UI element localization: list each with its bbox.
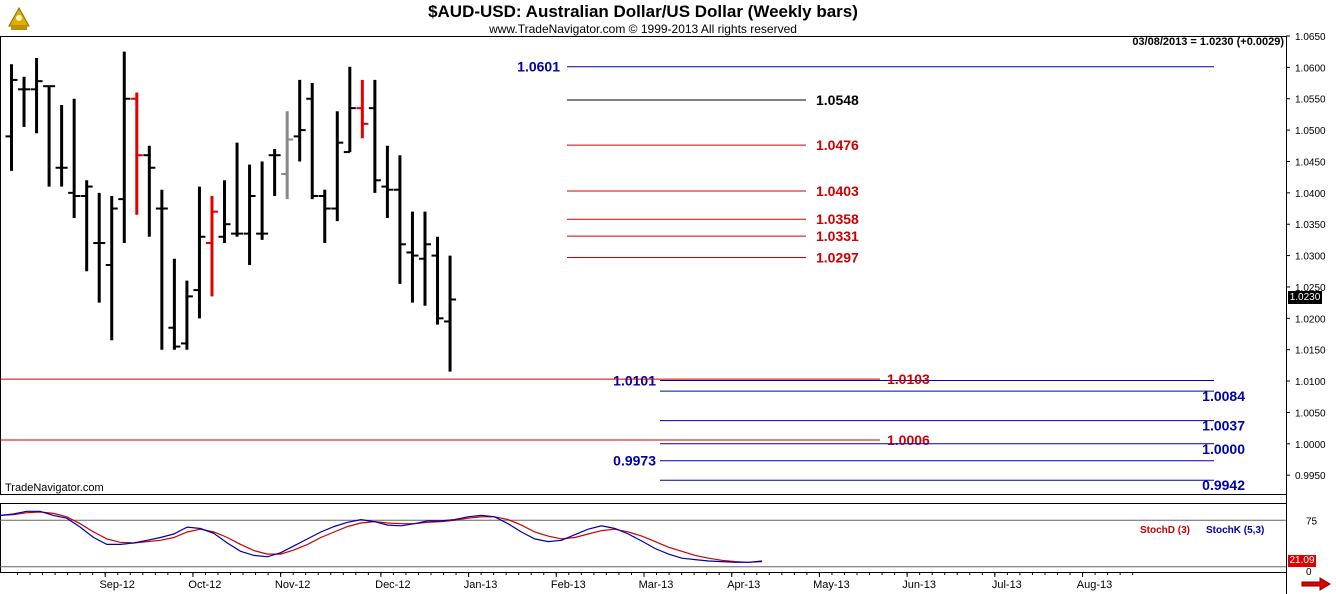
last-price-box: 1.0230 [1288, 291, 1322, 304]
price-tick-label: 1.0350 [1295, 220, 1326, 231]
level-label-1.0331: 1.0331 [816, 228, 859, 244]
price-tick-label: 1.0050 [1295, 408, 1326, 419]
month-label: Jan-13 [464, 579, 498, 591]
stoch-k-legend: StochK (5,3) [1206, 525, 1265, 536]
price-tick-label: 1.0650 [1295, 32, 1326, 43]
month-label: Mar-13 [639, 579, 674, 591]
level-label-1.0037: 1.0037 [1202, 418, 1245, 434]
level-label-1.0006: 1.0006 [887, 432, 930, 448]
stoch-panel-border [0, 503, 1287, 573]
level-label-1.0000: 1.0000 [1202, 441, 1245, 457]
logo-text: TradeNavigator.com [5, 482, 104, 494]
stoch-tick-label: 75 [1306, 516, 1318, 527]
time-axis: Sep-12 Oct-12 Nov-12 Dec-12 Jan-13 Feb-13 Mar-… [17, 572, 1134, 591]
stoch-d-line [0, 511, 763, 563]
price-tick-label: 0.9950 [1295, 471, 1326, 482]
month-label: Nov-12 [275, 579, 310, 591]
price-tick-label: 1.0300 [1295, 252, 1326, 263]
price-readout: 03/08/2013 = 1.0230 (+0.0029) [1132, 36, 1284, 48]
chart-title: $AUD-USD: Australian Dollar/US Dollar (W… [428, 2, 858, 21]
chart-subtitle: www.TradeNavigator.com © 1999-2013 All r… [489, 22, 797, 36]
scroll-right-arrow-icon[interactable] [1300, 576, 1332, 592]
level-label-1.0297: 1.0297 [816, 249, 859, 265]
stoch-d-legend: StochD (3) [1140, 525, 1190, 536]
price-axis: 1.0650 1.0600 1.0550 1.0500 1.0450 1.0400 1.03… [1286, 32, 1326, 482]
ohlc-bars [5, 51, 457, 372]
month-label: Jun-13 [902, 579, 936, 591]
level-label-1.0084: 1.0084 [1202, 388, 1245, 404]
stoch-tick-label: 0 [1306, 567, 1312, 578]
level-label-0.9973: 0.9973 [613, 453, 656, 469]
price-tick-label: 1.0600 [1295, 63, 1326, 74]
price-panel-border [0, 36, 1287, 495]
month-label: Apr-13 [727, 579, 760, 591]
level-label-1.0403: 1.0403 [816, 183, 859, 199]
month-label: Jul-13 [992, 579, 1022, 591]
month-label: May-13 [813, 579, 850, 591]
trade-navigator-logo-icon [3, 2, 35, 34]
level-label-0.9942: 0.9942 [1202, 477, 1245, 493]
price-tick-label: 1.0200 [1295, 314, 1326, 325]
month-label: Dec-12 [375, 579, 410, 591]
price-tick-label: 1.0000 [1295, 440, 1326, 451]
price-tick-label: 1.0100 [1295, 377, 1326, 388]
month-label: Aug-13 [1077, 579, 1112, 591]
level-label-1.0103: 1.0103 [887, 371, 930, 387]
month-label: Oct-12 [188, 579, 221, 591]
month-label: Sep-12 [99, 579, 134, 591]
stoch-last-value-box: 21.09 [1288, 555, 1316, 567]
chart-frame [0, 36, 1287, 594]
price-tick-label: 1.0550 [1295, 95, 1326, 106]
month-label: Feb-13 [551, 579, 586, 591]
level-label-1.0548: 1.0548 [816, 92, 859, 108]
stochastic-panel: 75 0 [0, 510, 1318, 578]
price-tick-label: 1.0400 [1295, 189, 1326, 200]
level-label-1.0476: 1.0476 [816, 137, 859, 153]
price-tick-label: 1.0250 [1295, 283, 1326, 294]
stoch-k-line [0, 510, 763, 563]
price-tick-label: 1.0450 [1295, 157, 1326, 168]
level-label-1.0358: 1.0358 [816, 211, 859, 227]
price-tick-label: 1.0150 [1295, 346, 1326, 357]
level-label-1.0101: 1.0101 [613, 372, 656, 388]
price-tick-label: 1.0500 [1295, 126, 1326, 137]
level-label-1.0601: 1.0601 [517, 59, 560, 75]
